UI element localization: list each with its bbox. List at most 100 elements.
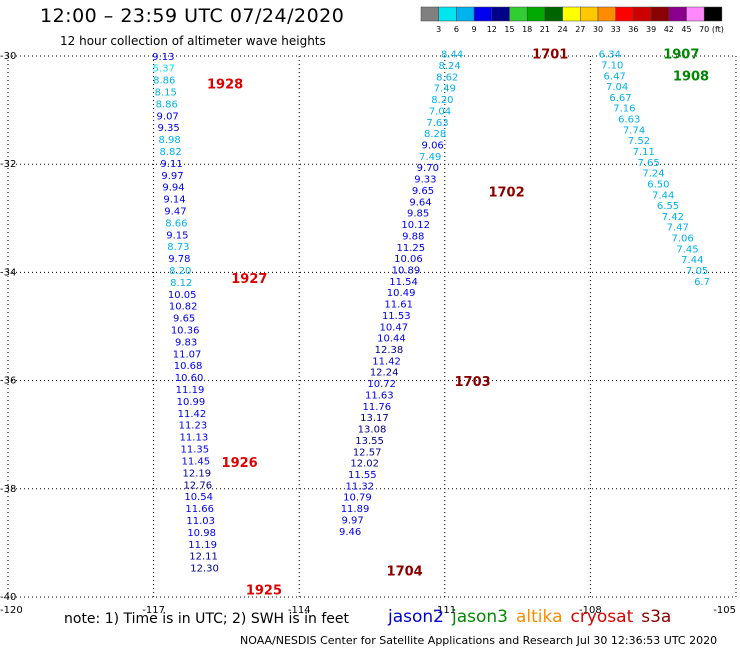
data-point: 7.44 [652,190,674,201]
data-point: 10.49 [387,288,416,299]
data-point: 8.82 [159,147,181,158]
data-point: 11.61 [384,300,413,311]
data-point: 10.12 [401,220,430,231]
data-point: 10.79 [343,493,372,504]
colorbar-swatch [491,6,510,22]
data-point: 10.98 [187,528,216,539]
data-point: 9.15 [166,230,188,241]
colorbar-label: 30 [593,25,603,34]
data-point: 9.88 [402,231,424,242]
data-point: 11.54 [389,277,418,288]
data-point: 9.13 [152,52,174,63]
x-tick-label: -111 [433,605,456,616]
y-tick-label: -36 [0,376,16,387]
data-point: 10.36 [171,326,200,337]
colorbar-label: 18 [522,25,532,34]
x-tick-label: -105 [713,605,736,616]
data-point: 10.06 [394,254,423,265]
data-point: 13.08 [358,425,387,436]
track-label: 1704 [387,564,423,579]
data-point: 12.76 [183,480,212,491]
data-point: 8.20 [431,95,453,106]
data-point: 7.05 [686,266,708,277]
data-point: 7.74 [623,125,645,136]
y-tick-label: -32 [0,159,16,170]
data-point: 9.70 [417,163,439,174]
colorbar-label: 36 [628,25,638,34]
chart-subtitle: 12 hour collection of altimeter wave hei… [60,34,326,48]
data-point: 11.07 [173,349,202,360]
colorbar-swatch [650,6,670,22]
data-point: 12.30 [190,564,219,575]
data-point: 12.19 [182,468,211,479]
data-point: 7.24 [642,169,664,180]
track-label: 1907 [663,48,699,63]
data-point: 11.19 [176,385,205,396]
data-point: 10.89 [392,265,421,276]
data-point: 8.15 [155,87,177,98]
track-label: 1908 [673,69,709,84]
data-point: 9.94 [162,183,184,194]
data-point: 9.14 [163,195,185,206]
data-point: 9.35 [158,123,180,134]
data-point: 7.11 [633,147,655,158]
data-point: 8.62 [436,72,458,83]
y-tick-label: -40 [0,592,16,603]
x-tick-label: -108 [579,605,602,616]
colorbar-swatch [597,6,616,22]
data-point: 10.60 [175,373,204,384]
data-point: 9.11 [160,159,182,170]
data-point: 8.20 [169,266,191,277]
data-point: 12.02 [350,459,379,470]
data-point: 11.76 [363,402,392,413]
data-point: 9.83 [175,337,197,348]
track-label: 1703 [455,375,491,390]
colorbar-swatch [615,6,634,22]
colorbar-label: 24 [558,25,568,34]
data-point: 9.85 [407,209,429,220]
colorbar-swatch [456,6,475,22]
footer-note: note: 1) Time is in UTC; 2) SWH is in fe… [64,611,350,627]
satellite-s3a: s3a [641,607,672,627]
track-label: 1928 [207,77,243,92]
data-point: 11.32 [346,481,375,492]
satellite-jason2: jason2 [388,607,444,627]
data-point: 10.82 [169,302,198,313]
data-point: 8.24 [439,61,461,72]
data-point: 7.65 [638,158,660,169]
data-point: 7.49 [434,84,456,95]
track-label: 1925 [246,583,282,598]
data-point: 7.44 [681,255,703,266]
data-point: 9.78 [168,254,190,265]
colorbar-unit: (ft) [712,25,724,34]
data-point: 11.13 [180,433,209,444]
data-point: 7.42 [662,212,684,223]
colorbar-label: 21 [540,25,550,34]
colorbar-label: 70 [699,25,709,34]
data-point: 11.66 [185,504,214,515]
data-point: 11.03 [186,516,215,527]
x-tick-label: -120 [0,605,23,616]
data-point: 7.63 [426,118,448,129]
data-point: 12.24 [370,368,399,379]
colorbar-label: 6 [454,25,459,34]
data-point: 8.44 [441,50,463,61]
data-point: 11.25 [397,243,426,254]
data-point: 11.45 [182,456,211,467]
colorbar-swatch [686,6,705,22]
colorbar-swatch [438,6,457,22]
data-point: 13.55 [355,436,384,447]
data-point: 8.86 [156,99,178,110]
colorbar-label: 3 [436,25,441,34]
data-point: 7.45 [676,244,698,255]
track-label: 1701 [532,48,568,63]
data-point: 10.47 [380,322,409,333]
colorbar-label: 27 [575,25,585,34]
colorbar-swatch [420,6,439,22]
data-point: 6.47 [604,71,626,82]
data-point: 6.34 [599,50,621,61]
data-point: 9.65 [173,314,195,325]
track-label: 1702 [488,186,524,201]
data-point: 6.50 [647,179,669,190]
colorbar-swatch [473,6,493,22]
